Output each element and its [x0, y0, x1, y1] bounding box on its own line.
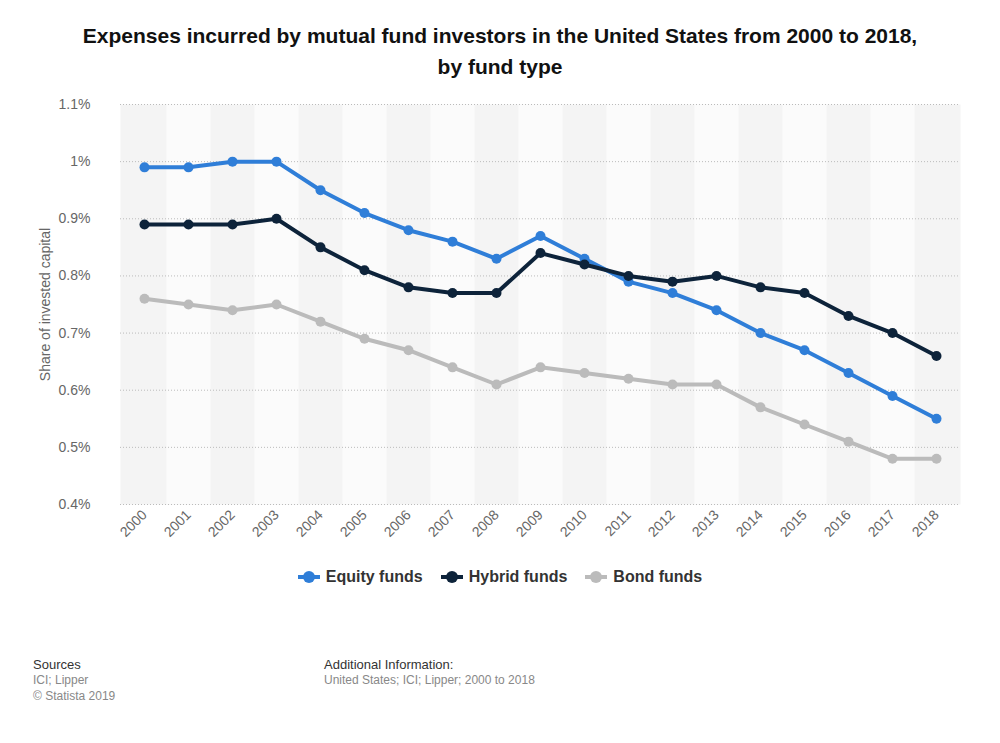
html-text:Sources: Sources: [33, 657, 81, 672]
html-text:Expenses incurred by mutual fu: Expenses incurred by mutual fund investo…: [82, 24, 918, 78]
html-text:Bond funds: Bond funds: [613, 568, 703, 585]
html-text:United States; ICI; Lipper; 20: United States; ICI; Lipper; 2000 to 2018: [324, 673, 535, 687]
svg-text:2007: 2007: [424, 506, 457, 539]
html-text:ICI; Lipper: ICI; Lipper: [33, 673, 89, 687]
svg-text:2016: 2016: [820, 506, 853, 539]
svg-text:0.8%: 0.8%: [59, 267, 91, 283]
svg-text:2002: 2002: [204, 506, 237, 539]
svg-text:Share of invested capital: Share of invested capital: [37, 228, 53, 381]
svg-text:2004: 2004: [292, 506, 325, 539]
svg-text:2017: 2017: [864, 506, 897, 539]
svg-text:0.6%: 0.6%: [59, 382, 91, 398]
svg-text:2018: 2018: [908, 506, 941, 539]
svg-text:2000: 2000: [116, 506, 149, 539]
svg-text:2011: 2011: [601, 506, 634, 539]
svg-text:2010: 2010: [556, 506, 589, 539]
html-text:Hybrid funds: Hybrid funds: [468, 568, 568, 585]
svg-text:2008: 2008: [468, 506, 501, 539]
svg-text:1%: 1%: [70, 153, 90, 169]
svg-text:2015: 2015: [776, 506, 809, 539]
svg-text:0.7%: 0.7%: [59, 325, 91, 341]
svg-text:2006: 2006: [380, 506, 413, 539]
html-text:© Statista 2019: © Statista 2019: [33, 689, 116, 703]
svg-text:2001: 2001: [160, 506, 193, 539]
html-text:Additional Information:: Additional Information:: [324, 657, 454, 672]
svg-text:2014: 2014: [732, 506, 765, 539]
svg-text:1.1%: 1.1%: [59, 96, 91, 112]
html-text:Equity funds: Equity funds: [325, 568, 423, 585]
svg-text:0.9%: 0.9%: [59, 210, 91, 226]
svg-text:2009: 2009: [512, 506, 545, 539]
svg-text:2003: 2003: [248, 506, 281, 539]
svg-text:0.4%: 0.4%: [59, 496, 91, 512]
svg-text:0.5%: 0.5%: [59, 439, 91, 455]
svg-text:2013: 2013: [688, 506, 721, 539]
svg-text:2005: 2005: [336, 506, 369, 539]
svg-text:2012: 2012: [644, 506, 677, 539]
